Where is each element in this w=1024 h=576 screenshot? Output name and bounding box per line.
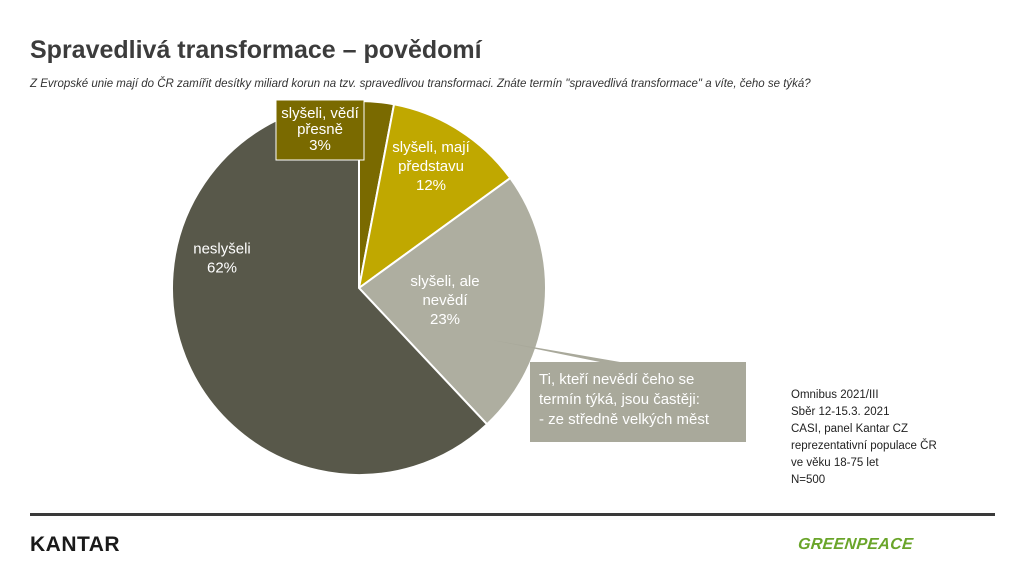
slice-label: přesně — [297, 121, 343, 138]
greenpeace-logo: GREENPEACE — [797, 536, 914, 553]
pie-slice — [171, 99, 489, 476]
slice-label: slyšeli, ale — [410, 273, 479, 290]
page-title: Spravedlivá transformace – povědomí — [30, 36, 482, 64]
note-line: N=500 — [791, 474, 826, 486]
note-line: ve věku 18-75 let — [791, 457, 879, 469]
question-subtitle: Z Evropské unie mají do ČR zamířit desít… — [30, 78, 811, 90]
slice-label: neslyšeli — [193, 241, 251, 258]
slice-label: 62% — [207, 260, 237, 277]
footer-divider — [30, 513, 995, 516]
note-line: CASI, panel Kantar CZ — [791, 423, 908, 435]
slice-label: slyšeli, mají — [392, 139, 470, 156]
survey-notes: Omnibus 2021/III Sběr 12-15.3. 2021 CASI… — [791, 387, 937, 489]
slice-label: 3% — [309, 137, 331, 154]
callout-pointer — [492, 340, 620, 362]
slice-label: představu — [398, 158, 464, 175]
slice-label: nevědí — [422, 292, 468, 309]
slice-label: slyšeli, vědí — [281, 105, 359, 122]
callout-text: Ti, kteří nevědí čeho se — [539, 371, 694, 388]
pie-slice — [357, 176, 547, 426]
callout-text: termín týká, jsou častěji: — [539, 391, 700, 408]
note-line: Sběr 12-15.3. 2021 — [791, 406, 890, 418]
callout-box — [530, 362, 746, 442]
slice-label-box — [275, 99, 365, 161]
slice-label: 12% — [416, 177, 446, 194]
pie-slice — [357, 103, 512, 291]
note-line: reprezentativní populace ČR — [791, 440, 937, 452]
note-line: Omnibus 2021/III — [791, 389, 879, 401]
callout-text: - ze středně velkých měst — [539, 411, 710, 428]
kantar-logo: KANTAR — [30, 533, 121, 556]
slice-label: 23% — [430, 311, 460, 328]
